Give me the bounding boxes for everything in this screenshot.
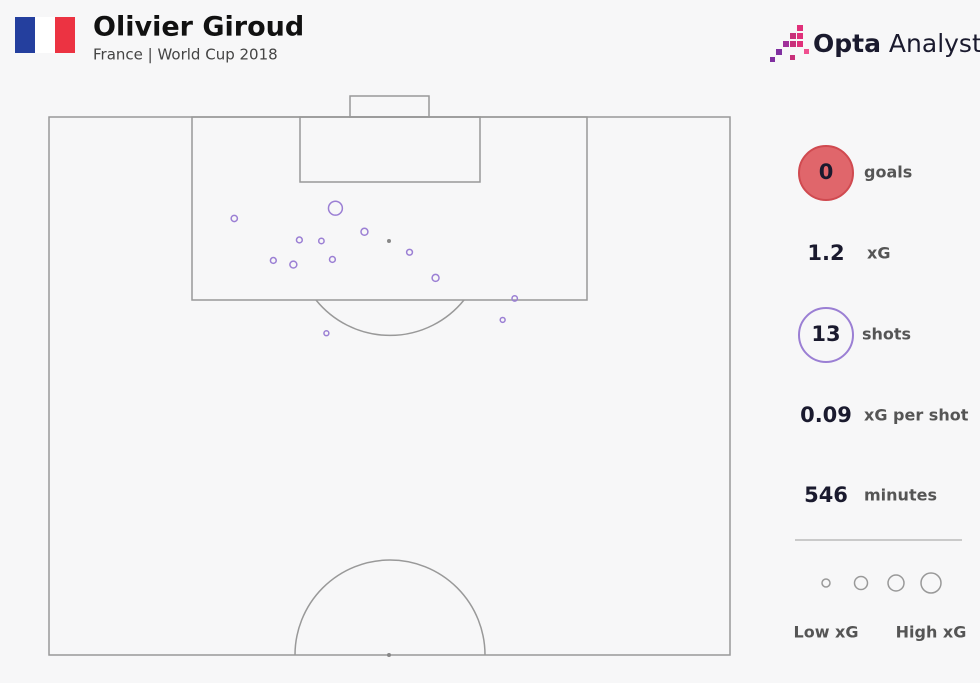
legend-high: High xG	[896, 623, 967, 642]
stat-label: minutes	[864, 486, 937, 505]
stat-value: 13	[811, 322, 840, 346]
shot	[269, 256, 277, 265]
shot	[511, 294, 519, 302]
shot	[327, 200, 344, 216]
shot	[328, 255, 337, 264]
stat-label: xG	[867, 244, 890, 263]
title: Olivier Giroud	[93, 12, 304, 43]
stat-label: shots	[862, 325, 911, 344]
logo: Opta Analyst	[813, 29, 980, 58]
stat-value: 1.2	[807, 241, 844, 265]
shot	[289, 260, 298, 269]
legend-low: Low xG	[794, 623, 859, 642]
stat-value: 0	[819, 160, 834, 184]
shot	[317, 237, 325, 245]
logo-icon	[770, 25, 809, 62]
size-legend	[821, 572, 942, 594]
shot	[431, 273, 440, 283]
shot	[295, 236, 304, 244]
stat-value: 0.09	[800, 403, 852, 427]
pitch	[48, 95, 731, 657]
subtitle: France | World Cup 2018	[93, 46, 278, 64]
flag-blue	[15, 17, 35, 53]
logo-brand: Opta	[813, 29, 881, 58]
shot	[230, 214, 239, 223]
stat-label: xG per shot	[864, 406, 969, 425]
flag-white	[35, 17, 55, 53]
flag-red	[55, 17, 75, 53]
shot	[405, 248, 414, 256]
stat-label: goals	[864, 163, 912, 182]
shot	[499, 316, 506, 324]
shot	[323, 330, 330, 337]
stats	[795, 145, 962, 541]
logo-suffix: Analyst	[889, 29, 980, 58]
stat-value: 546	[804, 483, 848, 507]
shot	[360, 227, 369, 237]
